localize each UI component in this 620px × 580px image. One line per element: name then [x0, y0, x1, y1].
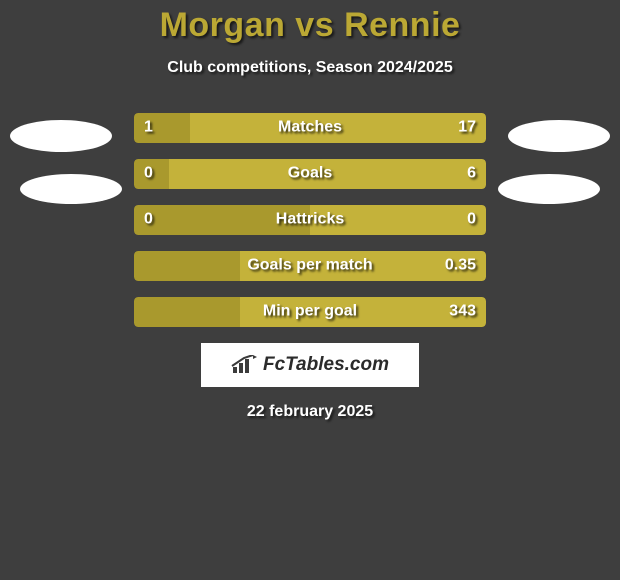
- stat-label: Min per goal: [263, 303, 357, 321]
- brand-text: FcTables.com: [263, 354, 389, 376]
- stat-row: 0 0 Hattricks: [134, 205, 486, 235]
- stat-row: 343 Min per goal: [134, 297, 486, 327]
- stat-label: Matches: [278, 119, 342, 137]
- stat-value-right: 17: [458, 119, 476, 137]
- stat-value-right: 343: [449, 303, 476, 321]
- page-title: Morgan vs Rennie: [0, 6, 620, 45]
- subtitle: Club competitions, Season 2024/2025: [0, 59, 620, 77]
- player-right-name: Rennie: [344, 6, 460, 44]
- stat-bar-left: [134, 297, 240, 327]
- comparison-date: 22 february 2025: [0, 403, 620, 421]
- stat-label: Goals: [288, 165, 332, 183]
- player-left-club-badge: [10, 120, 112, 152]
- brand-box: FcTables.com: [201, 343, 419, 387]
- player-right-country-badge: [498, 174, 600, 204]
- stats-bars: 1 17 Matches 0 6 Goals 0 0 Hattricks 0.35 Goals pe…: [134, 113, 486, 327]
- stat-value-right: 6: [467, 165, 476, 183]
- stat-value-right: 0.35: [445, 257, 476, 275]
- stat-row: 0.35 Goals per match: [134, 251, 486, 281]
- stat-value-left: 1: [144, 119, 153, 137]
- stat-value-left: 0: [144, 211, 153, 229]
- bar-chart-icon: [231, 355, 257, 375]
- stat-label: Hattricks: [276, 211, 344, 229]
- vs-separator: vs: [295, 6, 334, 44]
- stat-value-right: 0: [467, 211, 476, 229]
- stat-row: 0 6 Goals: [134, 159, 486, 189]
- player-right-club-badge: [508, 120, 610, 152]
- stat-row: 1 17 Matches: [134, 113, 486, 143]
- stat-value-left: 0: [144, 165, 153, 183]
- player-left-name: Morgan: [160, 6, 286, 44]
- stat-bar-left: [134, 113, 190, 143]
- stat-label: Goals per match: [247, 257, 372, 275]
- stat-bar-left: [134, 251, 240, 281]
- player-left-country-badge: [20, 174, 122, 204]
